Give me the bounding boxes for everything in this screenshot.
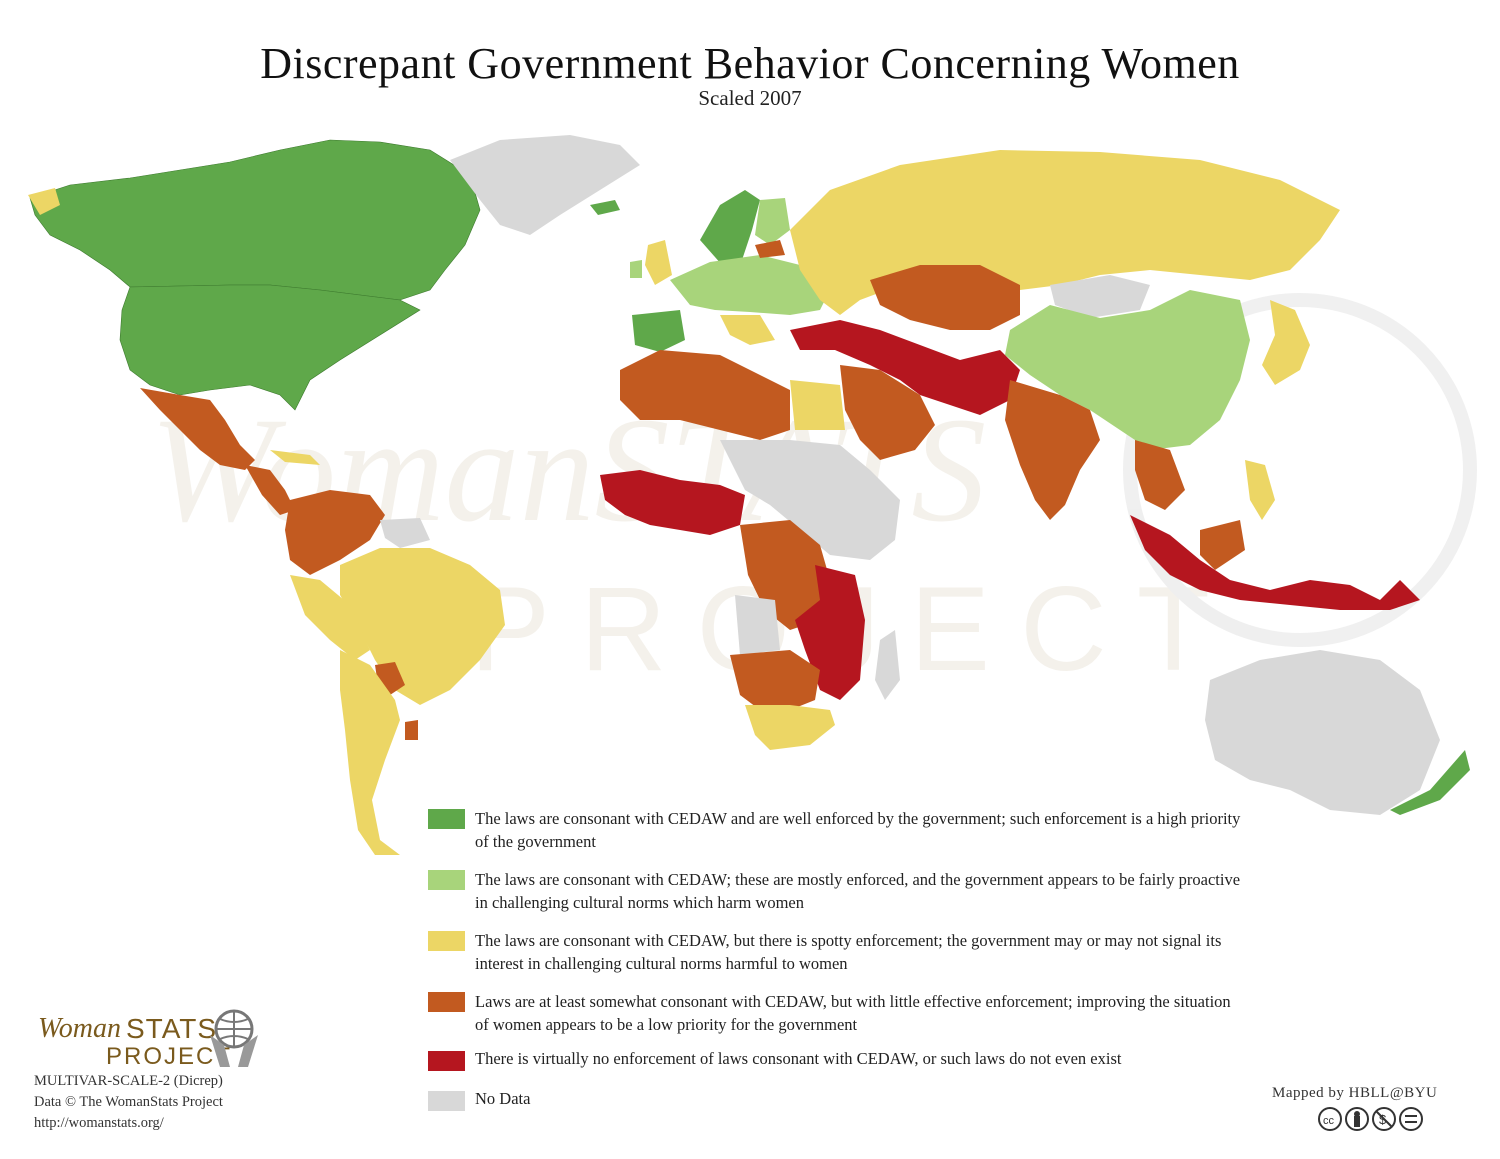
- legend-label: The laws are consonant with CEDAW, but t…: [475, 931, 1222, 973]
- cc-icon: cc: [1318, 1107, 1342, 1131]
- region-finland[interactable]: [755, 198, 790, 245]
- region-egypt[interactable]: [790, 380, 845, 430]
- cc-license-icons: cc $: [1318, 1107, 1423, 1131]
- region-alaska[interactable]: [28, 188, 60, 215]
- svg-text:cc: cc: [1323, 1115, 1335, 1127]
- region-central-america[interactable]: [245, 465, 295, 515]
- watermark-globe-icon: [1123, 293, 1477, 647]
- region-iberia[interactable]: [632, 310, 685, 352]
- logo-stats-text: STATS: [126, 1013, 218, 1044]
- map-subtitle: Scaled 2007: [698, 86, 802, 110]
- svg-text:$: $: [1379, 1112, 1387, 1127]
- region-sahel[interactable]: [720, 440, 900, 560]
- region-southern-africa[interactable]: [730, 650, 820, 710]
- region-uruguay[interactable]: [405, 720, 418, 740]
- region-north-africa[interactable]: [620, 350, 790, 440]
- legend-label: The laws are consonant with CEDAW; these…: [475, 870, 1241, 912]
- region-india[interactable]: [1005, 380, 1100, 520]
- legend-swatch: [428, 992, 465, 1012]
- region-kazakhstan[interactable]: [870, 265, 1020, 330]
- logo-woman-text: Woman: [38, 1013, 121, 1044]
- legend-label: There is virtually no enforcement of law…: [475, 1049, 1122, 1068]
- mapped-by: Mapped by HBLL@BYU: [1272, 1085, 1438, 1101]
- region-usa[interactable]: [119, 284, 421, 411]
- nd-icon: [1399, 1107, 1423, 1131]
- by-icon: [1345, 1107, 1369, 1131]
- region-greenland[interactable]: [450, 135, 640, 235]
- region-indonesia[interactable]: [1130, 515, 1420, 610]
- nc-icon: $: [1372, 1107, 1396, 1131]
- region-cuba[interactable]: [270, 450, 320, 465]
- credit-url[interactable]: http://womanstats.org/: [34, 1115, 164, 1131]
- region-australia[interactable]: [1205, 650, 1440, 815]
- region-iceland[interactable]: [590, 200, 620, 215]
- map-title: Discrepant Government Behavior Concernin…: [260, 39, 1240, 88]
- globe-hands-icon: [210, 1009, 258, 1067]
- credit-data: Data © The WomanStats Project: [34, 1094, 223, 1110]
- region-colombia-venezuela[interactable]: [285, 490, 385, 575]
- legend-swatch: [428, 809, 465, 829]
- legend-label: No Data: [475, 1089, 531, 1108]
- legend-swatch: [428, 1051, 465, 1071]
- region-southeast-asia[interactable]: [1135, 440, 1185, 510]
- region-korea-japan[interactable]: [1262, 300, 1310, 385]
- region-peru-bolivia[interactable]: [290, 575, 370, 660]
- womanstats-logo: Woman STATS PROJECT: [34, 1005, 274, 1075]
- region-belarus[interactable]: [755, 240, 785, 258]
- region-new-zealand[interactable]: [1390, 750, 1470, 815]
- legend-label: Laws are at least somewhat consonant wit…: [475, 992, 1231, 1034]
- credit-code: MULTIVAR-SCALE-2 (Dicrep): [34, 1073, 223, 1089]
- region-south-africa[interactable]: [745, 705, 835, 750]
- region-borneo[interactable]: [1200, 520, 1245, 570]
- region-china[interactable]: [1005, 290, 1250, 450]
- region-guianas[interactable]: [380, 518, 430, 548]
- legend-swatch: [428, 931, 465, 951]
- region-scandinavia[interactable]: [700, 190, 760, 265]
- region-middle-east-red[interactable]: [790, 320, 1020, 415]
- logo-project-text: PROJECT: [106, 1043, 233, 1070]
- region-west-africa-red[interactable]: [600, 470, 745, 535]
- region-angola[interactable]: [735, 595, 780, 655]
- region-arabia[interactable]: [840, 365, 935, 460]
- region-philippines[interactable]: [1245, 460, 1275, 520]
- legend-label: The laws are consonant with CEDAW and ar…: [475, 809, 1241, 851]
- legend-swatch: [428, 870, 465, 890]
- region-mexico[interactable]: [140, 388, 255, 470]
- region-italy-balkans[interactable]: [720, 315, 775, 345]
- region-ireland[interactable]: [630, 260, 642, 278]
- region-canada[interactable]: [29, 139, 481, 301]
- region-madagascar[interactable]: [875, 630, 900, 700]
- region-argentina-chile[interactable]: [340, 650, 400, 855]
- region-mongolia[interactable]: [1050, 275, 1150, 318]
- legend-swatch: [428, 1091, 465, 1111]
- region-uk[interactable]: [645, 240, 672, 285]
- region-europe-central[interactable]: [670, 255, 830, 315]
